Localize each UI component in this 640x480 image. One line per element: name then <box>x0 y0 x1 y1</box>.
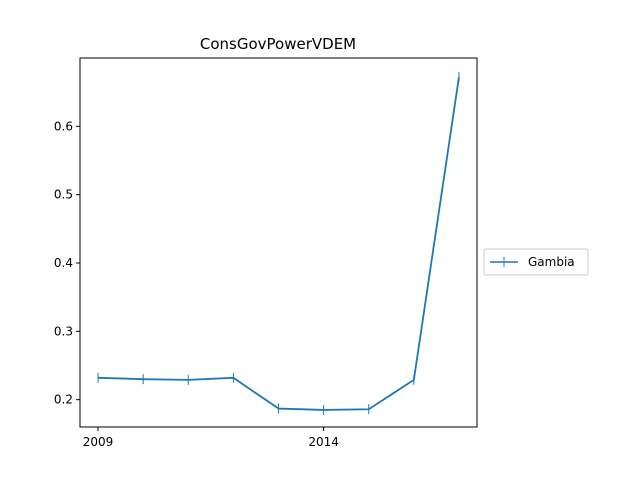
y-axis: 0.2 0.3 0.4 0.5 0.6 <box>54 119 80 407</box>
plot-frame <box>79 57 478 428</box>
x-tick-label: 2009 <box>83 435 114 449</box>
legend: Gambia <box>483 248 589 276</box>
legend-box <box>483 248 589 276</box>
chart-title: ConsGovPowerVDEM <box>200 35 356 53</box>
series-layer <box>97 72 460 415</box>
y-tick-label: 0.6 <box>54 119 73 133</box>
x-tick-label: 2014 <box>308 435 339 449</box>
y-tick-label: 0.5 <box>54 188 73 202</box>
y-tick-label: 0.4 <box>54 256 73 270</box>
y-tick-label: 0.3 <box>54 324 73 338</box>
y-tick-label: 0.2 <box>54 393 73 407</box>
legend-label-gambia: Gambia <box>528 255 575 269</box>
x-axis: 2009 2014 <box>83 427 339 449</box>
plot-area <box>80 58 477 427</box>
